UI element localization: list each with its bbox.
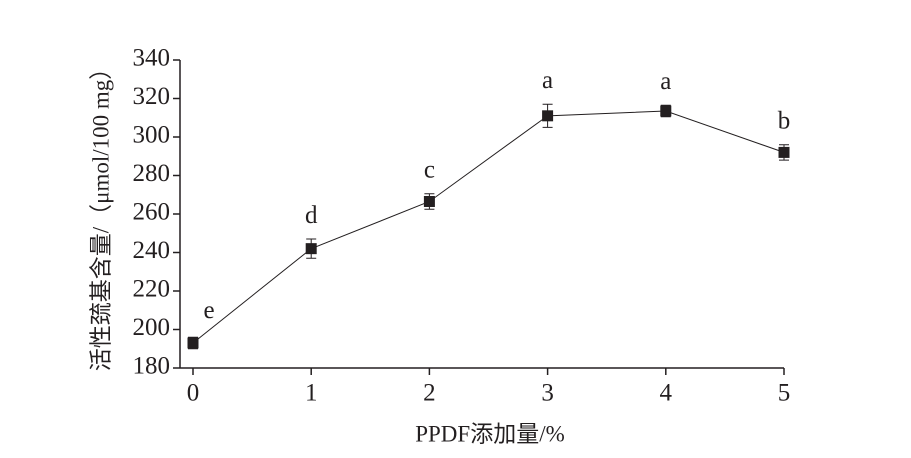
x-tick-label: 2 [423,380,436,407]
y-tick-label: 240 [133,237,171,264]
significance-label: c [424,157,435,184]
significance-label: b [778,107,791,134]
y-tick-label: 260 [133,199,171,226]
y-tick-label: 180 [133,353,171,380]
marker [187,337,199,349]
y-tick-label: 300 [133,122,171,149]
significance-label: a [660,68,671,95]
marker [542,110,554,122]
x-tick-label: 1 [305,380,318,407]
y-tick-label: 200 [133,314,171,341]
significance-label: a [542,67,553,94]
x-tick-label: 4 [660,380,673,407]
line [192,110,785,344]
x-tick-label: 3 [541,380,554,407]
marker [660,105,672,117]
y-tick-label: 280 [133,160,171,187]
y-tick-label: 220 [133,276,171,303]
y-tick-label: 340 [133,45,171,72]
significance-label: d [305,202,318,229]
marker [305,243,317,255]
x-tick-label: 0 [187,380,200,407]
y-tick-label: 320 [133,83,171,110]
y-axis-title: 活性巯基含量/（μmol/100 mg） [88,57,113,372]
x-tick-label: 5 [778,380,791,407]
significance-label: e [203,297,214,324]
marker [778,146,790,158]
x-axis-title: PPDF添加量/% [415,421,565,446]
marker [423,195,435,207]
